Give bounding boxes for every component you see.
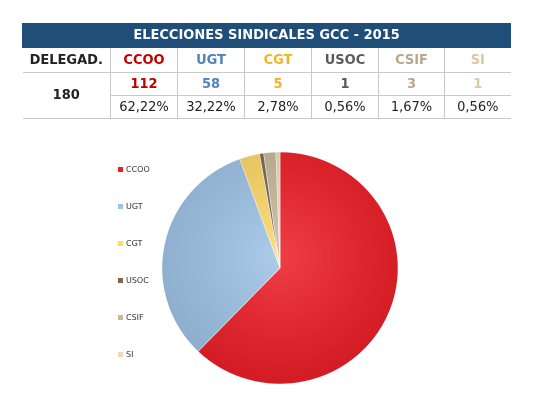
union-header-csif: CSIF xyxy=(378,47,445,73)
legend-label-csif: CSIF xyxy=(126,313,144,322)
count-cgt: 5 xyxy=(244,72,312,96)
percent-cgt: 2,78% xyxy=(244,95,312,119)
union-header-ccoo: CCOO xyxy=(110,47,178,73)
legend-label-ugt: UGT xyxy=(126,202,143,211)
pie-chart: CCOO UGT CGT USOC CSIF SI xyxy=(118,151,399,385)
percent-si: 0,56% xyxy=(444,95,511,119)
results-table: ELECCIONES SINDICALES GCC - 2015 DELEGAD… xyxy=(21,23,512,119)
legend-swatch-ccoo xyxy=(118,167,123,172)
legend-swatch-cgt xyxy=(118,241,123,246)
count-ugt: 58 xyxy=(177,72,245,96)
legend-label-si: SI xyxy=(126,350,133,359)
pie-slices xyxy=(161,151,399,385)
legend-swatch-ugt xyxy=(118,204,123,209)
count-si: 1 xyxy=(444,72,511,96)
count-ccoo: 112 xyxy=(110,72,178,96)
percent-ugt: 32,22% xyxy=(177,95,245,119)
delegates-total: 180 xyxy=(22,72,111,119)
count-csif: 3 xyxy=(378,72,445,96)
count-usoc: 1 xyxy=(311,72,379,96)
results-table-container: ELECCIONES SINDICALES GCC - 2015 DELEGAD… xyxy=(21,23,512,119)
legend-label-ccoo: CCOO xyxy=(126,165,150,174)
percent-usoc: 0,56% xyxy=(311,95,379,119)
legend-label-cgt: CGT xyxy=(126,239,143,248)
legend-swatch-usoc xyxy=(118,278,123,283)
legend-swatch-csif xyxy=(118,315,123,320)
percent-ccoo: 62,22% xyxy=(110,95,178,119)
union-header-usoc: USOC xyxy=(311,47,379,73)
legend-label-usoc: USOC xyxy=(126,276,149,285)
chart-legend: CCOO UGT CGT USOC CSIF SI xyxy=(118,165,150,359)
legend-swatch-si xyxy=(118,352,123,357)
union-header-si: SI xyxy=(444,47,511,73)
table-title: ELECCIONES SINDICALES GCC - 2015 xyxy=(21,23,512,48)
delegates-label: DELEGAD. xyxy=(22,47,111,73)
union-header-cgt: CGT xyxy=(244,47,312,73)
union-header-ugt: UGT xyxy=(177,47,245,73)
percent-csif: 1,67% xyxy=(378,95,445,119)
